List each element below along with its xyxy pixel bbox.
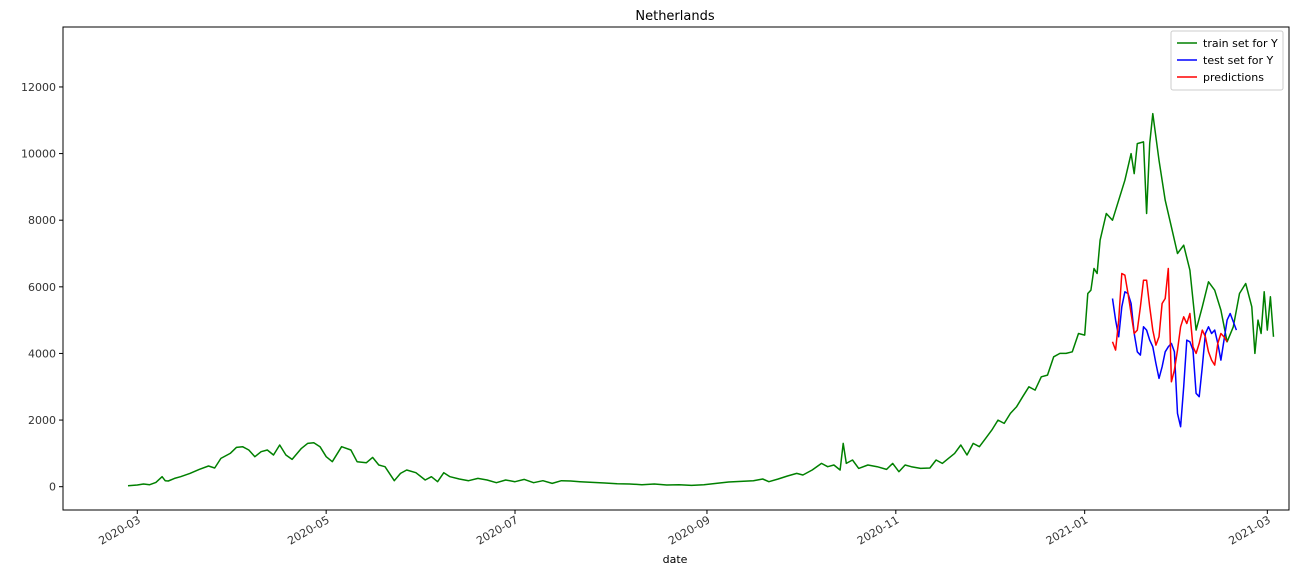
y-tick-label: 10000 — [21, 148, 56, 161]
x-axis-label: date — [663, 553, 688, 566]
x-tick-label: 2020-07 — [474, 513, 520, 547]
legend: train set for Y test set for Y predictions — [1170, 30, 1284, 91]
chart-title: Netherlands — [635, 9, 714, 24]
x-tick-label: 2020-05 — [285, 513, 331, 547]
legend-label-2: predictions — [1203, 71, 1264, 84]
x-tick-label: 2021-03 — [1227, 513, 1273, 547]
y-tick-label: 12000 — [21, 81, 56, 94]
plot-frame — [62, 26, 1290, 511]
x-tick-label: 2021-01 — [1044, 513, 1090, 547]
y-tick-label: 4000 — [28, 347, 56, 360]
legend-label-1: test set for Y — [1203, 54, 1274, 67]
x-tick-label: 2020-11 — [855, 513, 901, 547]
y-tick-label: 2000 — [28, 414, 56, 427]
x-axis: 2020-03 2020-05 2020-07 2020-09 2020-11 2021-… — [96, 510, 1273, 548]
legend-label-0: train set for Y — [1203, 37, 1278, 50]
x-tick-label: 2020-09 — [666, 513, 712, 547]
y-tick-label: 0 — [49, 481, 56, 494]
y-axis: 0 2000 4000 6000 8000 10000 12000 — [21, 81, 63, 494]
x-tick-label: 2020-03 — [96, 513, 142, 547]
y-tick-label: 6000 — [28, 281, 56, 294]
plot-area — [127, 112, 1275, 487]
legend-box — [1170, 30, 1284, 91]
series-line-0 — [127, 112, 1275, 487]
y-tick-label: 8000 — [28, 214, 56, 227]
series-line-2 — [1111, 267, 1228, 383]
